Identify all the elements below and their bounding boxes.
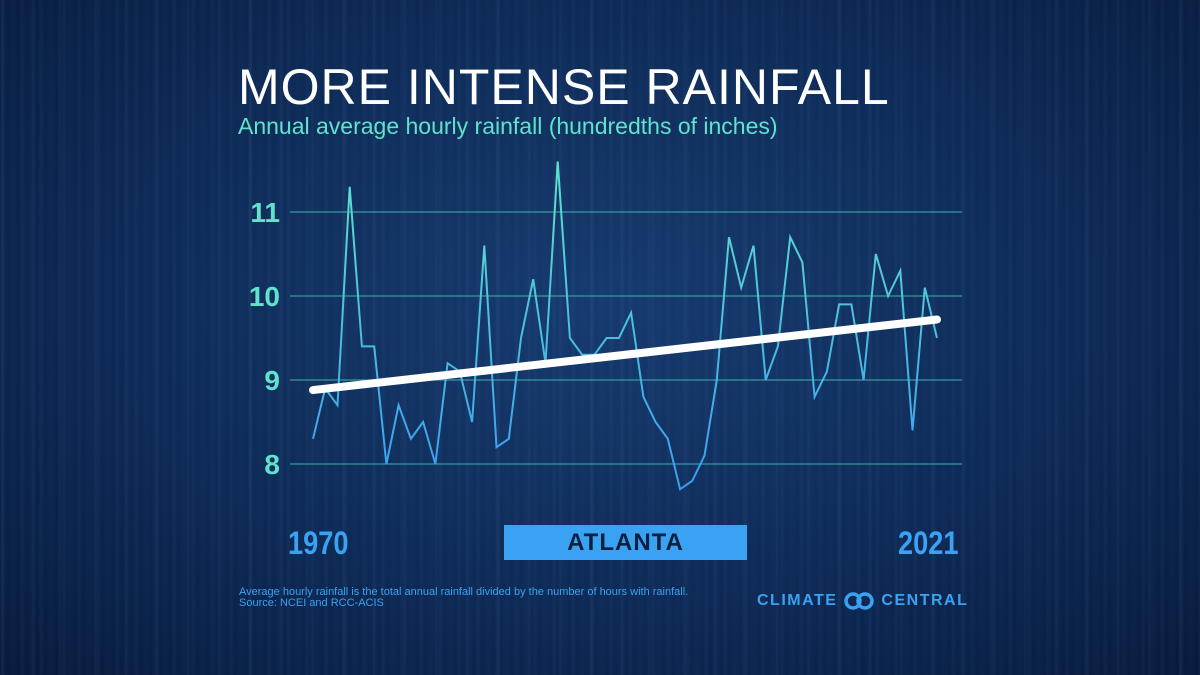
- logo-text-right: CENTRAL: [881, 592, 969, 609]
- footnote: Average hourly rainfall is the total ann…: [239, 587, 688, 609]
- footnote-source: Source: NCEI and RCC-ACIS: [239, 597, 384, 609]
- logo-rings-icon: [844, 592, 875, 610]
- trend-line: [309, 315, 941, 395]
- chart-title: MORE INTENSE RAINFALL: [238, 59, 890, 115]
- y-tick-label: 10: [249, 281, 280, 312]
- climate-central-logo: CLIMATE CENTRAL: [757, 592, 968, 610]
- y-tick-label: 11: [250, 197, 280, 228]
- x-start-label: 1970: [288, 525, 349, 561]
- rainfall-series-line: [312, 161, 938, 491]
- chart-subtitle: Annual average hourly rainfall (hundredt…: [238, 113, 778, 139]
- y-tick-label: 8: [264, 449, 280, 480]
- location-label: ATLANTA: [504, 525, 747, 560]
- logo-text-left: CLIMATE: [757, 592, 838, 609]
- y-tick-label: 9: [264, 365, 280, 396]
- x-end-label: 2021: [898, 525, 959, 561]
- footnote-definition: Average hourly rainfall is the total ann…: [239, 586, 689, 598]
